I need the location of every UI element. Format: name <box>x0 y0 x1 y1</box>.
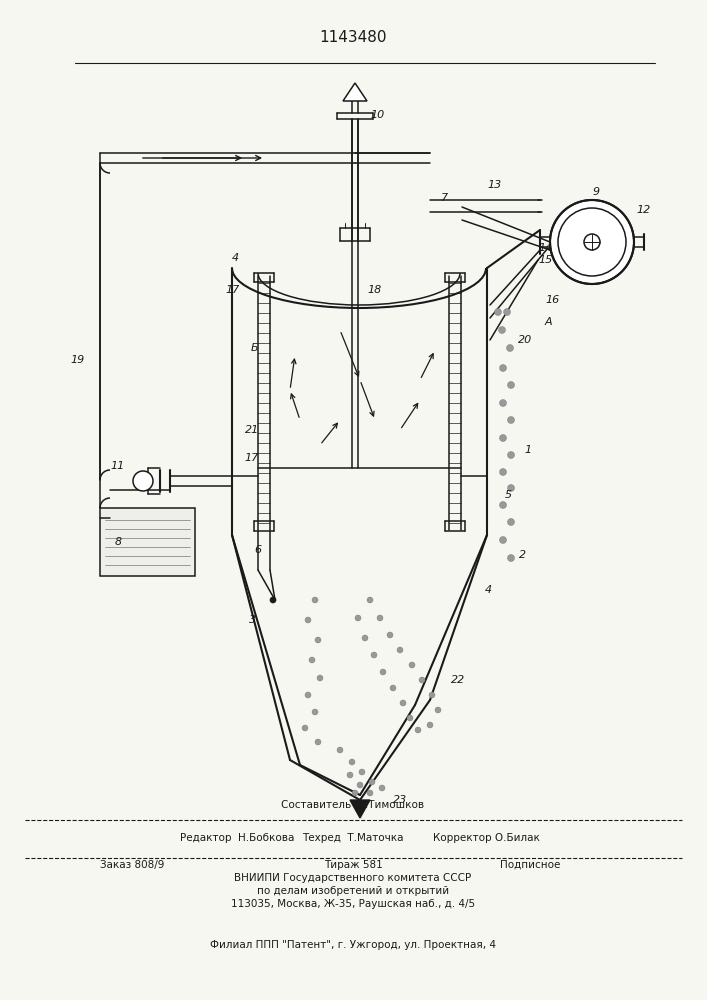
Circle shape <box>337 747 343 753</box>
Circle shape <box>407 715 413 721</box>
Circle shape <box>427 722 433 728</box>
Circle shape <box>305 617 311 623</box>
Text: 4: 4 <box>484 585 491 595</box>
Circle shape <box>550 200 634 284</box>
Circle shape <box>435 707 441 713</box>
Text: 6: 6 <box>255 545 262 555</box>
Circle shape <box>494 308 501 316</box>
Circle shape <box>500 399 506 406</box>
Text: 5: 5 <box>504 490 512 500</box>
Circle shape <box>508 416 515 424</box>
Text: 22: 22 <box>451 675 465 685</box>
Text: 19: 19 <box>71 355 85 365</box>
Text: 4: 4 <box>231 253 238 263</box>
Text: 12: 12 <box>637 205 651 215</box>
Circle shape <box>390 685 396 691</box>
Circle shape <box>397 647 403 653</box>
Circle shape <box>359 769 365 775</box>
Circle shape <box>508 381 515 388</box>
Circle shape <box>357 782 363 788</box>
Text: 8: 8 <box>115 537 122 547</box>
Circle shape <box>367 597 373 603</box>
Circle shape <box>584 234 600 250</box>
Circle shape <box>315 637 321 643</box>
Circle shape <box>362 635 368 641</box>
Circle shape <box>500 502 506 508</box>
Text: 3: 3 <box>250 615 257 625</box>
Circle shape <box>312 709 318 715</box>
Circle shape <box>387 632 393 638</box>
Text: Филиал ППП "Патент", г. Ужгород, ул. Проектная, 4: Филиал ППП "Патент", г. Ужгород, ул. Про… <box>210 940 496 950</box>
Circle shape <box>347 772 353 778</box>
Text: 20: 20 <box>518 335 532 345</box>
Circle shape <box>508 554 515 562</box>
Circle shape <box>317 675 323 681</box>
Text: 15: 15 <box>539 255 553 265</box>
Circle shape <box>409 662 415 668</box>
Text: ВНИИПИ Государственного комитета СССР: ВНИИПИ Государственного комитета СССР <box>235 873 472 883</box>
Bar <box>100 508 195 576</box>
Circle shape <box>500 536 506 544</box>
Text: 1143480: 1143480 <box>320 30 387 45</box>
Circle shape <box>508 518 515 526</box>
Text: Заказ 808/9: Заказ 808/9 <box>100 860 164 870</box>
Text: 17: 17 <box>245 453 259 463</box>
Polygon shape <box>350 800 370 818</box>
Circle shape <box>371 652 377 658</box>
Text: 113035, Москва, Ж-35, Раушская наб., д. 4/5: 113035, Москва, Ж-35, Раушская наб., д. … <box>231 899 475 909</box>
Text: Б: Б <box>251 343 259 353</box>
Circle shape <box>377 615 383 621</box>
Circle shape <box>379 785 385 791</box>
Text: 23: 23 <box>393 795 407 805</box>
Circle shape <box>312 597 318 603</box>
Circle shape <box>508 452 515 458</box>
Circle shape <box>367 790 373 796</box>
Circle shape <box>419 677 425 683</box>
Circle shape <box>315 739 321 745</box>
Text: Составитель  В.Тимошков: Составитель В.Тимошков <box>281 800 425 810</box>
Circle shape <box>508 485 515 491</box>
Circle shape <box>500 468 506 476</box>
Text: 2: 2 <box>520 550 527 560</box>
Circle shape <box>352 790 358 796</box>
Text: 11: 11 <box>111 461 125 471</box>
Circle shape <box>302 725 308 731</box>
Circle shape <box>500 364 506 371</box>
Text: 14: 14 <box>539 243 553 253</box>
Circle shape <box>305 692 311 698</box>
Circle shape <box>400 700 406 706</box>
Text: 7: 7 <box>441 193 448 203</box>
Circle shape <box>349 759 355 765</box>
Text: 1: 1 <box>525 445 532 455</box>
Circle shape <box>503 308 510 316</box>
Text: 13: 13 <box>488 180 502 190</box>
Circle shape <box>355 615 361 621</box>
Circle shape <box>270 597 276 603</box>
Text: A: A <box>544 317 551 327</box>
Text: 18: 18 <box>368 285 382 295</box>
Text: Техред  Т.Маточка: Техред Т.Маточка <box>303 833 404 843</box>
Text: Подписное: Подписное <box>500 860 560 870</box>
Circle shape <box>506 344 513 352</box>
Circle shape <box>500 434 506 442</box>
Text: 9: 9 <box>592 187 600 197</box>
Circle shape <box>415 727 421 733</box>
Text: 10: 10 <box>371 110 385 120</box>
Polygon shape <box>343 83 367 101</box>
Text: Редактор  Н.Бобкова: Редактор Н.Бобкова <box>180 833 294 843</box>
Circle shape <box>380 669 386 675</box>
Text: Корректор О.Билак: Корректор О.Билак <box>433 833 540 843</box>
Text: 17: 17 <box>226 285 240 295</box>
Circle shape <box>498 326 506 334</box>
Text: Тираж 581: Тираж 581 <box>324 860 382 870</box>
Text: 21: 21 <box>245 425 259 435</box>
Circle shape <box>309 657 315 663</box>
Circle shape <box>429 692 435 698</box>
Circle shape <box>369 779 375 785</box>
Text: 16: 16 <box>546 295 560 305</box>
Circle shape <box>133 471 153 491</box>
Text: по делам изобретений и открытий: по делам изобретений и открытий <box>257 886 449 896</box>
